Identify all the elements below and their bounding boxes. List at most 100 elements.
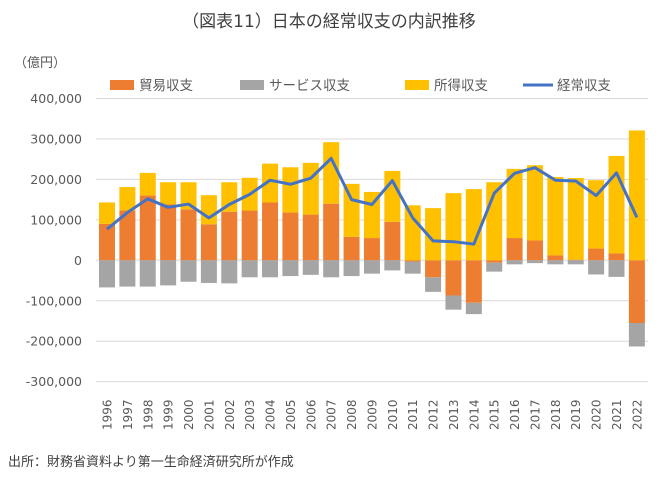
x-tick-label: 2005 bbox=[284, 399, 298, 430]
x-tick-label: 1998 bbox=[141, 399, 155, 430]
bar-貿易収支-2010 bbox=[384, 221, 401, 261]
source-note: 出所：財務省資料より第一生命経済研究所が作成 bbox=[8, 454, 294, 470]
x-tick-label: 2010 bbox=[386, 399, 400, 430]
bar-貿易収支-1996 bbox=[99, 223, 115, 261]
y-tick-label: -300,000 bbox=[26, 374, 82, 389]
bar-貿易収支-2012 bbox=[425, 260, 442, 278]
bar-サービス収支-2013 bbox=[445, 295, 462, 310]
bar-サービス収支-2018 bbox=[547, 260, 564, 265]
bar-所得収支-2022 bbox=[628, 130, 645, 261]
bar-所得収支-2002 bbox=[221, 182, 238, 212]
bar-所得収支-2016 bbox=[506, 168, 523, 239]
x-tick-label: 2008 bbox=[345, 399, 359, 430]
x-tick-label: 2006 bbox=[304, 399, 318, 430]
bar-サービス収支-2022 bbox=[628, 322, 645, 347]
legend-label: 経常収支 bbox=[557, 78, 611, 94]
bar-サービス収支-1999 bbox=[160, 260, 177, 286]
bar-サービス収支-2011 bbox=[404, 261, 421, 274]
bar-貿易収支-2004 bbox=[262, 202, 279, 261]
bar-貿易収支-2005 bbox=[282, 212, 299, 261]
bar-所得収支-2018 bbox=[547, 176, 564, 256]
bar-貿易収支-2018 bbox=[547, 255, 564, 261]
y-tick-label: 200,000 bbox=[30, 172, 82, 187]
x-tick-label: 2015 bbox=[488, 399, 502, 430]
bars bbox=[99, 130, 645, 347]
bar-貿易収支-2013 bbox=[445, 260, 462, 296]
bar-サービス収支-2008 bbox=[343, 260, 360, 277]
x-tick-label: 2011 bbox=[406, 399, 420, 430]
x-axis-ticks: 1996 1997 1998 1999 2000 2001 2002 2003 2004 2005… bbox=[101, 399, 645, 430]
bar-サービス収支-2004 bbox=[262, 260, 279, 278]
bar-サービス収支-2009 bbox=[363, 260, 380, 274]
bar-所得収支-2019 bbox=[567, 177, 584, 260]
bar-所得収支-2005 bbox=[282, 167, 299, 213]
bar-サービス収支-1997 bbox=[119, 260, 136, 287]
bar-サービス収支-2019 bbox=[567, 260, 584, 265]
line-経常収支 bbox=[106, 156, 639, 246]
x-tick-label: 2021 bbox=[610, 399, 624, 430]
legend-label: 所得収支 bbox=[434, 77, 488, 94]
bar-貿易収支-2001 bbox=[200, 224, 217, 261]
bar-所得収支-2001 bbox=[200, 195, 217, 225]
bar-貿易収支-2011 bbox=[404, 260, 421, 262]
bar-所得収支-2011 bbox=[404, 205, 421, 261]
bar-サービス収支-2005 bbox=[282, 260, 299, 277]
y-tick-label: 0 bbox=[74, 253, 82, 268]
bar-貿易収支-2020 bbox=[588, 248, 605, 261]
x-tick-label: 2019 bbox=[569, 399, 583, 430]
bar-所得収支-2010 bbox=[384, 170, 401, 222]
y-tick-label: -200,000 bbox=[26, 334, 82, 349]
bar-所得収支-2000 bbox=[180, 182, 197, 210]
bar-貿易収支-2016 bbox=[506, 238, 523, 261]
x-tick-label: 1996 bbox=[101, 399, 115, 430]
bar-貿易収支-2002 bbox=[221, 211, 238, 261]
y-tick-label: 100,000 bbox=[30, 212, 82, 227]
bar-所得収支-1998 bbox=[139, 172, 156, 196]
bar-貿易収支-2022 bbox=[628, 260, 645, 323]
bar-サービス収支-2014 bbox=[465, 302, 482, 315]
bar-サービス収支-2020 bbox=[588, 260, 605, 275]
bar-貿易収支-2021 bbox=[608, 253, 625, 261]
bar-サービス収支-2007 bbox=[323, 260, 340, 278]
bar-所得収支-1999 bbox=[160, 182, 177, 205]
bar-サービス収支-1996 bbox=[99, 260, 115, 288]
bar-貿易収支-2014 bbox=[465, 260, 482, 303]
x-tick-label: 2012 bbox=[427, 399, 441, 430]
bar-サービス収支-2006 bbox=[302, 260, 319, 275]
bar-所得収支-2013 bbox=[445, 193, 462, 261]
bar-貿易収支-2003 bbox=[241, 210, 258, 261]
bar-貿易収支-2019 bbox=[567, 259, 584, 261]
x-tick-label: 2018 bbox=[549, 399, 563, 430]
bar-サービス収支-2010 bbox=[384, 260, 401, 271]
x-tick-label: 2002 bbox=[223, 399, 237, 430]
x-tick-label: 2016 bbox=[508, 399, 522, 430]
bar-所得収支-2007 bbox=[323, 142, 340, 204]
bar-所得収支-2020 bbox=[588, 180, 605, 249]
x-tick-label: 2009 bbox=[365, 399, 379, 430]
legend-label: サービス収支 bbox=[269, 78, 350, 94]
bar-所得収支-1996 bbox=[99, 202, 115, 224]
bar-所得収支-1997 bbox=[119, 187, 136, 211]
bar-貿易収支-2007 bbox=[323, 203, 340, 261]
x-tick-label: 2013 bbox=[447, 399, 461, 430]
current-account-line bbox=[106, 156, 639, 246]
y-tick-label: -100,000 bbox=[26, 293, 82, 308]
bar-サービス収支-2017 bbox=[526, 260, 543, 264]
bar-サービス収支-2016 bbox=[506, 260, 523, 265]
bar-サービス収支-2012 bbox=[425, 277, 442, 292]
y-axis-ticks: 400,000 300,000 200,000 100,000 0 -100,000 -20… bbox=[26, 91, 82, 389]
y-axis-unit: （億円） bbox=[14, 55, 66, 71]
bar-所得収支-2014 bbox=[465, 189, 482, 261]
bar-サービス収支-2003 bbox=[241, 260, 258, 278]
legend-swatch bbox=[240, 80, 264, 90]
bar-所得収支-2008 bbox=[343, 183, 360, 237]
bar-サービス収支-2002 bbox=[221, 260, 238, 284]
bar-所得収支-2004 bbox=[262, 163, 279, 203]
bar-サービス収支-1998 bbox=[139, 260, 156, 287]
x-tick-label: 1997 bbox=[121, 399, 135, 430]
x-tick-label: 2017 bbox=[528, 399, 542, 430]
y-tick-label: 400,000 bbox=[30, 91, 82, 106]
bar-所得収支-2017 bbox=[526, 165, 543, 241]
bar-所得収支-2006 bbox=[302, 162, 319, 215]
